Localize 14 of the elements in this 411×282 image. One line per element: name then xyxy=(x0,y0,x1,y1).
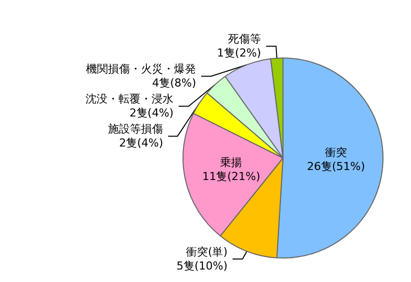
data-label: 5隻(10%) xyxy=(176,260,228,272)
data-label: 26隻(51%) xyxy=(306,160,365,174)
data-label: 11隻(21%) xyxy=(202,170,260,183)
slice-label: 沈没・転覆・浸水 xyxy=(86,92,174,106)
slice-label: 機関損傷・火災・爆発 xyxy=(86,62,196,76)
slice-label: 死傷等 xyxy=(228,32,262,46)
slice-label: 衝突(単) xyxy=(186,246,228,258)
slice-label: 衝突 xyxy=(324,146,347,160)
data-label: 2隻(4%) xyxy=(130,106,174,120)
data-label: 4隻(8%) xyxy=(152,76,196,90)
data-label: 2隻(4%) xyxy=(119,136,164,150)
slice-label: 施設等損傷 xyxy=(108,122,164,136)
slice-label: 乗揚 xyxy=(220,156,242,169)
data-label: 1隻(2%) xyxy=(217,46,262,60)
